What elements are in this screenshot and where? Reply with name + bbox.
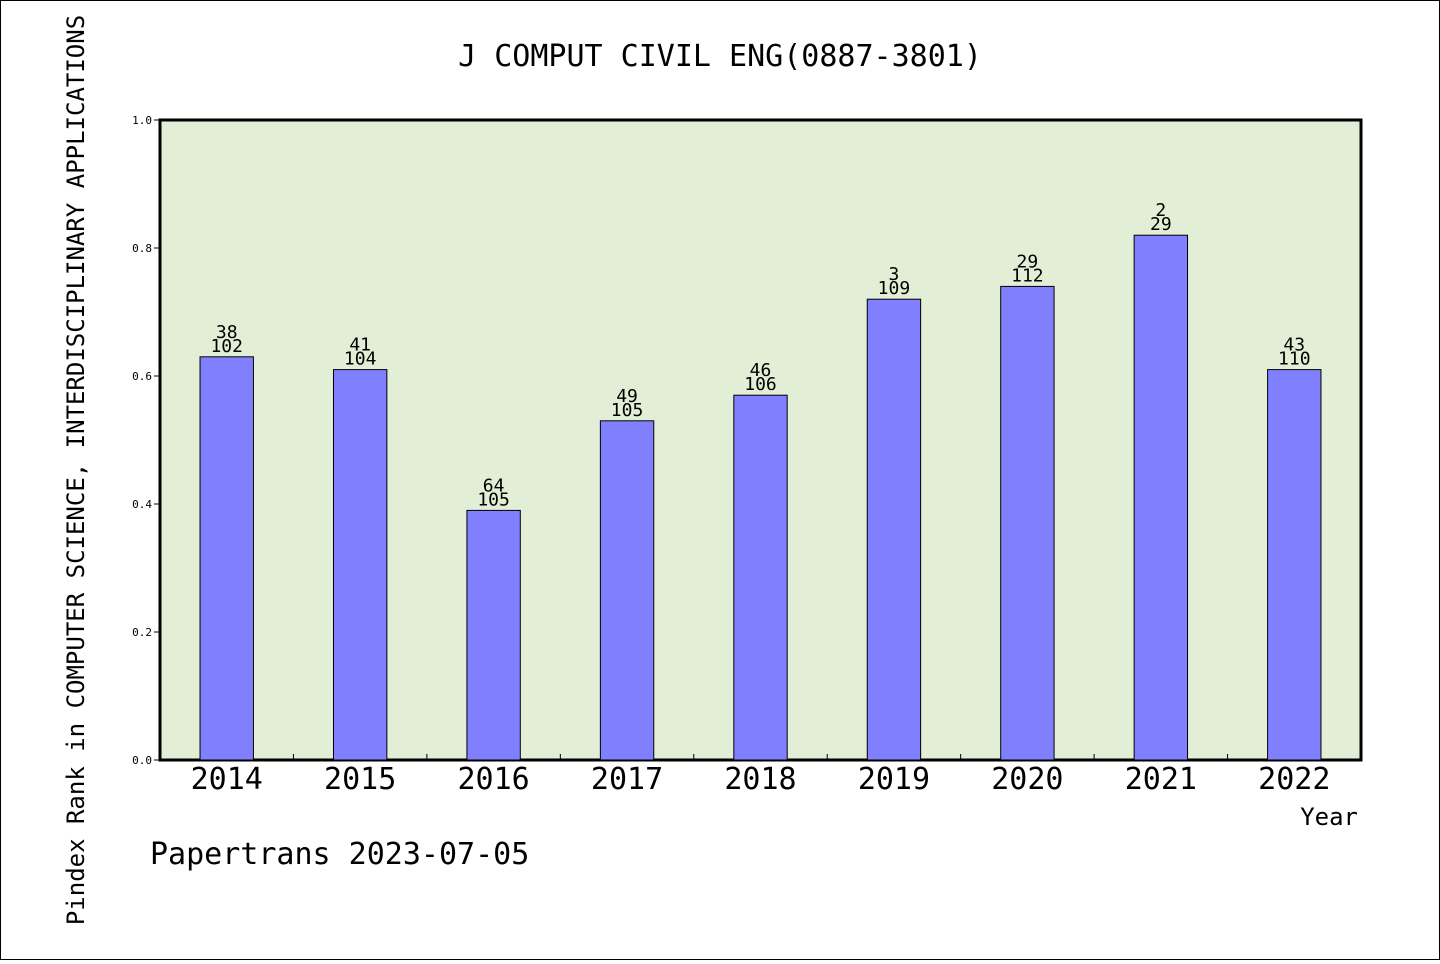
x-tick-label: 2018 [724, 762, 796, 797]
x-tick-label: 2017 [591, 762, 663, 797]
bar-total-label: 29 [1150, 214, 1172, 235]
bar [1133, 234, 1189, 761]
bar-rank-label: 38 [216, 322, 238, 343]
bar [1000, 285, 1055, 761]
bar-total-label: 109 [878, 278, 911, 299]
y-axis-label: Pindex Rank in COMPUTER SCIENCE, INTERDI… [62, 15, 90, 925]
x-tick-label: 2021 [1125, 762, 1197, 797]
y-tick-label: 0.2 [132, 626, 152, 639]
bar [199, 356, 254, 761]
bar-rank-label: 64 [483, 475, 505, 496]
y-tick-label: 1.0 [132, 114, 152, 127]
y-tick-label: 0.6 [132, 370, 152, 383]
bar [733, 394, 788, 761]
y-axis-ticks: 0.0 0.2 0.4 0.6 0.8 1.0 [132, 114, 160, 767]
bar-total-label: 102 [210, 336, 243, 357]
x-tick-label: 2022 [1258, 762, 1330, 797]
bar-total-label: 106 [744, 374, 777, 395]
bar [466, 509, 521, 761]
bar [866, 298, 922, 761]
chart-title: J COMPUT CIVIL ENG(0887-3801) [458, 39, 982, 74]
x-axis-ticks: 2014 2015 2016 2017 2018 2019 2020 2021 2022 [191, 754, 1330, 797]
bar-rank-label: 29 [1017, 251, 1039, 272]
x-axis-label: Year [1300, 803, 1358, 831]
footer-text: Papertrans 2023-07-05 [150, 837, 529, 872]
x-tick-label: 2019 [858, 762, 930, 797]
bar-rank-label: 49 [616, 386, 638, 407]
bar-rank-label: 46 [750, 360, 772, 381]
y-tick-label: 0.4 [132, 498, 152, 511]
bar-total-label: 105 [477, 489, 510, 510]
bar-total-label: 104 [344, 349, 377, 370]
bar [599, 420, 655, 761]
bar-rank-label: 2 [1155, 200, 1166, 221]
x-tick-label: 2016 [457, 762, 529, 797]
bar-rank-label: 3 [889, 264, 900, 285]
x-tick-label: 2015 [324, 762, 396, 797]
x-tick-label: 2014 [191, 762, 263, 797]
bar-rank-label: 43 [1283, 335, 1305, 356]
x-tick-label: 2020 [991, 762, 1063, 797]
bar [1267, 369, 1322, 761]
bar-total-label: 112 [1011, 265, 1044, 286]
bar-rank-label: 41 [349, 335, 371, 356]
y-tick-label: 0.0 [132, 754, 152, 767]
y-tick-label: 0.8 [132, 242, 152, 255]
bar-total-label: 110 [1278, 349, 1311, 370]
bar-total-label: 105 [611, 400, 644, 421]
bar [332, 369, 388, 761]
